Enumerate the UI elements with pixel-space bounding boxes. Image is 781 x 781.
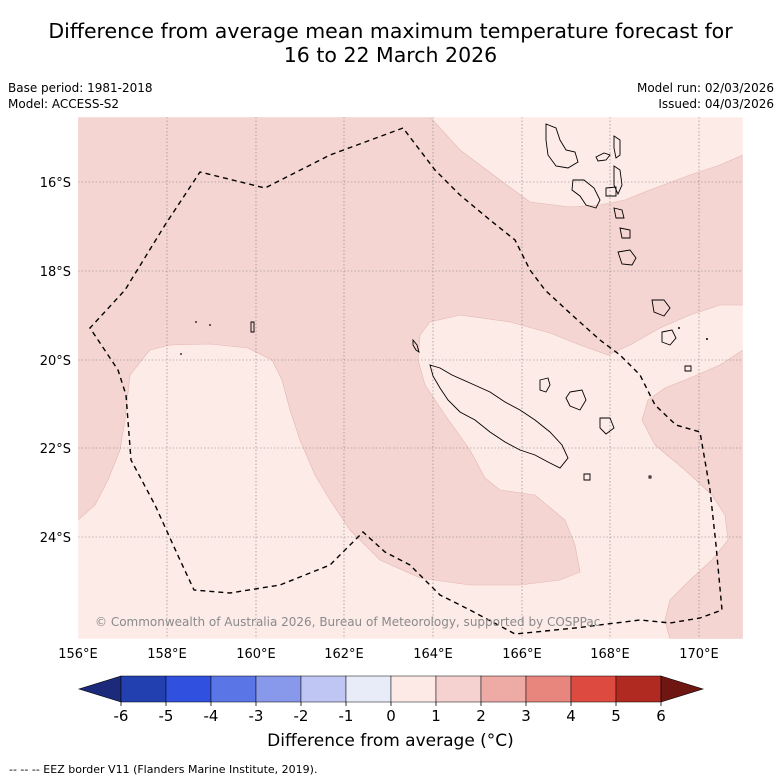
colorbar-segment [390, 675, 437, 703]
colorbar-tick-label: 0 [386, 707, 396, 725]
colorbar-segment [210, 675, 257, 703]
left-triangle-icon [77, 675, 122, 703]
colorbar-tick-label: -3 [249, 707, 264, 725]
eez-footnote: -- -- -- EEZ border V11 (Flanders Marine… [9, 763, 318, 776]
colorbar-tick-label: 6 [656, 707, 666, 725]
lon-tick-162E: 162°E [324, 647, 364, 662]
colorbar-tick-label: -5 [159, 707, 174, 725]
colorbar [77, 675, 705, 703]
meta-left: Base period: 1981-2018 Model: ACCESS-S2 [8, 80, 153, 112]
colorbar-tick-label: -6 [114, 707, 129, 725]
pentecost-island [613, 165, 623, 196]
colorbar-tick-label: 4 [566, 707, 576, 725]
base-period: Base period: 1981-2018 [8, 81, 153, 95]
malekula-island [571, 179, 601, 209]
anomaly-1-2-region [78, 117, 743, 586]
title-line-1: Difference from average mean maximum tem… [48, 19, 733, 43]
copyright-notice: © Commonwealth of Australia 2026, Bureau… [95, 615, 600, 629]
colorbar-tick-label: -1 [339, 707, 354, 725]
eez-border [89, 127, 723, 635]
hunter-islet [706, 338, 708, 340]
ouvea-island [539, 377, 551, 393]
chesterfield-islets [250, 321, 255, 333]
espiritu-santo-island [545, 123, 579, 169]
colorbar-tick-label: 5 [611, 707, 621, 725]
lon-tick-170E: 170°E [679, 647, 719, 662]
map-area[interactable]: © Commonwealth of Australia 2026, Bureau… [78, 117, 743, 639]
lon-tick-158E: 158°E [147, 647, 187, 662]
colorbar-tick-label: 2 [476, 707, 486, 725]
right-triangle-icon [660, 675, 705, 703]
colorbar-segment [435, 675, 482, 703]
lon-tick-168E: 168°E [590, 647, 630, 662]
colorbar-tick-label: -2 [294, 707, 309, 725]
meta-right: Model run: 02/03/2026 Issued: 04/03/2026 [637, 80, 774, 112]
map-frame [77, 116, 744, 640]
model-name: Model: ACCESS-S2 [8, 97, 120, 111]
new-caledonia-island [429, 364, 569, 469]
erromango-island [617, 249, 637, 266]
lat-tick-20S: 20°S [40, 354, 71, 369]
matthew-island [684, 365, 692, 372]
ambae-island [595, 152, 611, 162]
mare-island [599, 417, 615, 435]
lat-tick-22S: 22°S [40, 442, 71, 457]
colorbar-segment [345, 675, 392, 703]
colorbar-segment [120, 675, 167, 703]
bellona-islet [195, 321, 197, 323]
colorbar-segment [255, 675, 302, 703]
lon-tick-166E: 166°E [502, 647, 542, 662]
ambrym-island [605, 186, 617, 197]
bellona-islet-2 [209, 324, 211, 326]
tanna-island [651, 299, 671, 317]
longitude-axis: 156°E 158°E 160°E 162°E 164°E 166°E 168°… [58, 647, 719, 662]
isle-of-pines [583, 473, 591, 481]
colorbar-label: Difference from average (°C) [267, 731, 514, 751]
colorbar-segment [165, 675, 212, 703]
colorbar-ticks: -6 -5 -4 -3 -2 -1 0 1 2 3 4 5 6 [114, 702, 666, 725]
latitude-axis: 16°S 18°S 20°S 22°S 24°S [40, 176, 71, 546]
graticule [78, 117, 743, 639]
colorbar-tick-label: 1 [431, 707, 441, 725]
colorbar-segment [525, 675, 572, 703]
maewo-island [613, 135, 621, 159]
futuna-islet [678, 327, 680, 329]
lifou-island [565, 389, 587, 411]
aneityum-island [661, 329, 677, 346]
colorbar-segment [615, 675, 662, 703]
colorbar-segment [480, 675, 527, 703]
epi-island [613, 207, 625, 219]
model-run: Model run: 02/03/2026 [636, 81, 774, 95]
lon-tick-164E: 164°E [413, 647, 453, 662]
colorbar-tick-label: -4 [204, 707, 219, 725]
lon-tick-156E: 156°E [58, 647, 98, 662]
colorbar-segment [570, 675, 617, 703]
lon-tick-160E: 160°E [236, 647, 276, 662]
lat-tick-16S: 16°S [40, 176, 71, 191]
chart-title: Difference from average mean maximum tem… [0, 19, 781, 67]
reef-islet [180, 353, 182, 355]
issued-date: Issued: 04/03/2026 [658, 97, 774, 111]
lat-tick-24S: 24°S [40, 531, 71, 546]
belep-islands [412, 338, 420, 354]
efate-island [619, 227, 631, 239]
walpole-island [648, 475, 652, 479]
lat-tick-18S: 18°S [40, 265, 71, 280]
colorbar-segment [300, 675, 347, 703]
title-line-2: 16 to 22 March 2026 [283, 43, 498, 67]
colorbar-tick-label: 3 [521, 707, 531, 725]
